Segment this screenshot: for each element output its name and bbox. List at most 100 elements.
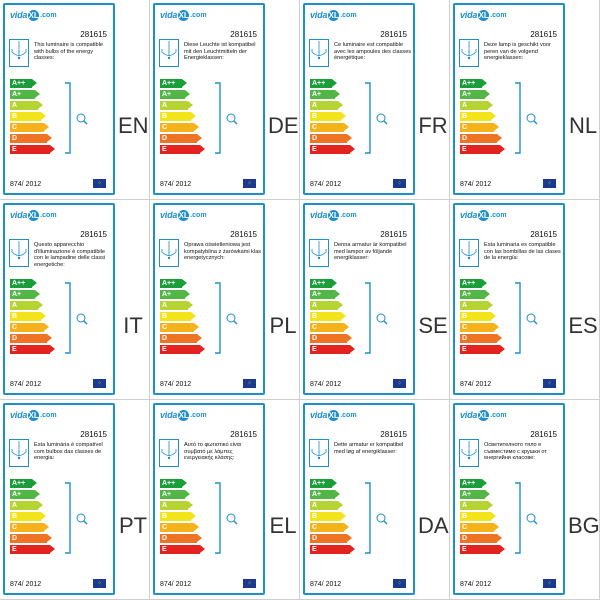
brand-domain: .com — [340, 211, 357, 219]
regulation-number: 874/ 2012 — [160, 181, 192, 188]
eu-flag-icon: ⁘ — [243, 179, 256, 188]
energy-label-cell-se: vida XL .com 281615 Denna armatur är kompati… — [300, 200, 450, 400]
product-code: 281615 — [530, 230, 557, 239]
energy-class-bar: B — [160, 512, 196, 521]
product-code: 281615 — [530, 30, 557, 39]
eu-flag-icon: ⁘ — [243, 579, 256, 588]
energy-class-label: D — [12, 135, 18, 142]
energy-class-label: E — [12, 346, 17, 353]
language-code: DA — [418, 513, 449, 538]
energy-class-scale: A++ A+ A B C D E — [460, 479, 505, 556]
range-bracket — [365, 482, 371, 554]
energy-class-label: D — [162, 135, 168, 142]
energy-class-bar: C — [310, 323, 349, 332]
energy-class-bar: A+ — [460, 490, 490, 499]
compatibility-text: Dette armatur er kompatibel med løg af e… — [334, 442, 404, 455]
regulation-number: 874/ 2012 — [10, 381, 42, 388]
energy-class-bar: A+ — [10, 290, 40, 299]
energy-class-label: E — [462, 546, 467, 553]
language-code: IT — [123, 313, 143, 338]
energy-class-bar: A — [310, 501, 343, 510]
energy-class-label: D — [162, 335, 168, 342]
regulation-number: 874/ 2012 — [310, 381, 342, 388]
energy-class-bar: A — [310, 101, 343, 110]
compatibility-text: Questo apparecchio d'illuminazione è com… — [34, 242, 106, 268]
energy-class-label: A — [12, 502, 18, 509]
energy-class-bar: E — [460, 545, 505, 554]
brand-mark: XL — [478, 209, 490, 221]
chandelier-icon — [9, 239, 29, 267]
energy-class-bar: B — [460, 112, 496, 121]
language-code: BG — [568, 513, 600, 538]
energy-class-bar: A++ — [460, 479, 487, 488]
brand-logo: vida XL .com — [160, 208, 207, 222]
energy-class-label: C — [12, 324, 18, 331]
energy-class-label: A — [312, 502, 318, 509]
product-code: 281615 — [80, 430, 107, 439]
energy-class-label: A++ — [462, 80, 476, 87]
chandelier-icon — [309, 439, 329, 467]
energy-class-label: C — [312, 324, 318, 331]
energy-class-label: D — [12, 535, 18, 542]
brand-logo: vida XL .com — [310, 408, 357, 422]
energy-class-bar: A — [460, 301, 493, 310]
energy-label-cell-en: vida XL .com 281615 This luminaire is compat… — [0, 0, 150, 200]
brand-mark: XL — [178, 9, 190, 21]
energy-label-card: vida XL .com 281615 Esta luminaria es compat… — [453, 203, 565, 395]
energy-class-bar: A+ — [460, 290, 490, 299]
energy-class-label: A++ — [162, 280, 176, 287]
energy-label-cell-nl: vida XL .com 281615 Deze lamp is geschikt vo… — [450, 0, 600, 200]
eu-flag-icon: ⁘ — [543, 579, 556, 588]
energy-class-bar: A+ — [160, 90, 190, 99]
energy-class-bar: A++ — [160, 79, 187, 88]
energy-class-bar: A++ — [10, 79, 37, 88]
brand-domain: .com — [40, 11, 57, 19]
energy-class-bar: A — [10, 501, 43, 510]
energy-class-label: A+ — [12, 291, 22, 298]
energy-class-bar: E — [160, 345, 205, 354]
energy-class-label: B — [162, 313, 168, 320]
range-bracket — [65, 482, 71, 554]
chandelier-icon — [159, 239, 179, 267]
energy-class-label: A+ — [162, 491, 172, 498]
brand-name: vida — [460, 10, 478, 20]
energy-class-bar: A++ — [310, 79, 337, 88]
brand-logo: vida XL .com — [160, 408, 207, 422]
energy-class-label: A — [312, 102, 318, 109]
energy-class-bar: B — [460, 512, 496, 521]
brand-mark: XL — [478, 409, 490, 421]
energy-class-bar: A++ — [310, 279, 337, 288]
product-code: 281615 — [380, 230, 407, 239]
range-bracket — [65, 82, 71, 154]
energy-class-label: A++ — [162, 480, 176, 487]
energy-label-card: vida XL .com 281615 Deze lamp is geschikt vo… — [453, 3, 565, 195]
brand-domain: .com — [190, 411, 207, 419]
bulb-icon — [526, 113, 538, 125]
energy-class-label: D — [462, 335, 468, 342]
language-code: FR — [418, 113, 448, 138]
energy-class-bar: E — [460, 345, 505, 354]
energy-class-label: C — [162, 324, 168, 331]
brand-name: vida — [460, 210, 478, 220]
energy-class-scale: A++ A+ A B C D E — [460, 79, 505, 156]
energy-class-label: A+ — [462, 91, 472, 98]
energy-class-bar: D — [10, 534, 52, 543]
energy-class-label: A++ — [312, 80, 326, 87]
energy-class-bar: A++ — [160, 279, 187, 288]
energy-class-bar: C — [310, 523, 349, 532]
energy-class-scale: A++ A+ A B C D E — [160, 279, 205, 356]
energy-class-bar: A++ — [10, 279, 37, 288]
brand-logo: vida XL .com — [10, 8, 57, 22]
range-bracket — [515, 282, 521, 354]
bulb-icon — [76, 513, 88, 525]
energy-class-bar: A+ — [160, 290, 190, 299]
energy-class-bar: C — [460, 523, 499, 532]
energy-class-bar: E — [310, 145, 355, 154]
energy-class-label: B — [312, 513, 318, 520]
energy-class-bar: D — [460, 534, 502, 543]
brand-logo: vida XL .com — [310, 8, 357, 22]
energy-class-label: B — [462, 313, 468, 320]
energy-label-cell-fr: vida XL .com 281615 Ce luminaire est compati… — [300, 0, 450, 200]
range-bracket — [515, 82, 521, 154]
